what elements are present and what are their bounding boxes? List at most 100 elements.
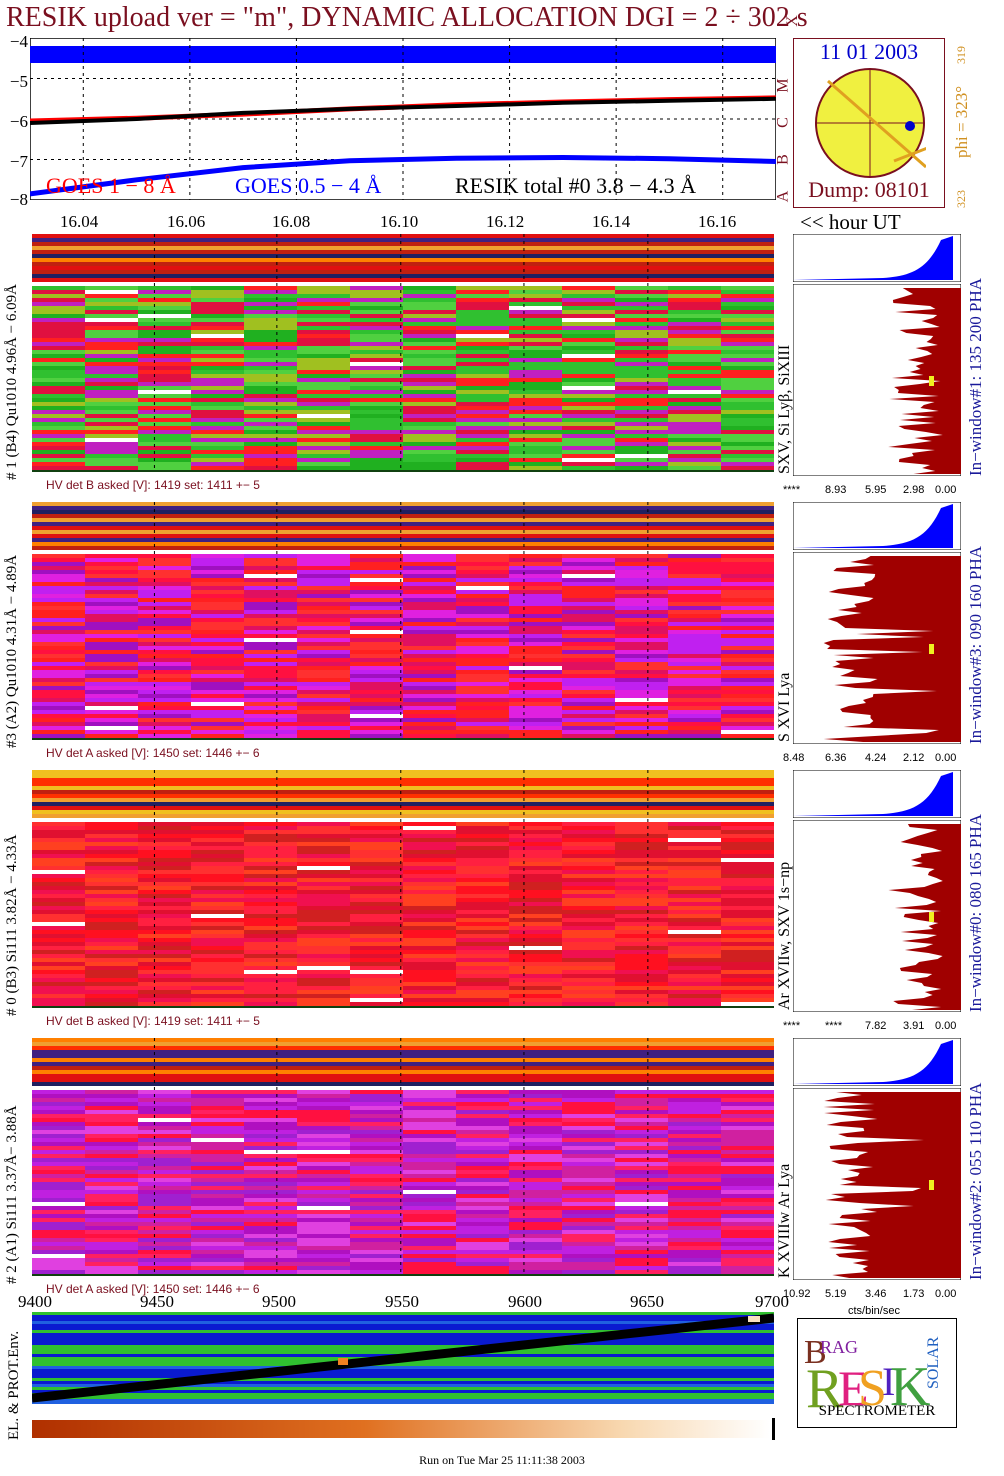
in-window-label: In−window#1: 135 200 PHA bbox=[966, 277, 985, 476]
scale-tick: 3.91 bbox=[903, 1020, 925, 1032]
svg-text:B: B bbox=[804, 1334, 827, 1371]
y-tick-label: −4 bbox=[9, 32, 28, 51]
scale-tick: 5.19 bbox=[825, 1288, 847, 1300]
scale-tick: 0.00 bbox=[935, 1288, 957, 1300]
in-window-label: In−window#0: 080 165 PHA bbox=[966, 813, 985, 1012]
scale-tick: 6.36 bbox=[825, 752, 847, 764]
line-profile bbox=[793, 552, 961, 744]
panel-crystal-label: #3 (A2) Qu1010 4.31Å − 4.89Å bbox=[4, 554, 20, 748]
count-tick: 9700 bbox=[755, 1292, 789, 1311]
count-tick: 9550 bbox=[385, 1292, 419, 1311]
panel-crystal-label: # 0 (B3) Si111 3.82Å − 4.33Å bbox=[4, 834, 20, 1016]
y-tick-label: −7 bbox=[9, 152, 28, 171]
color-scale-bar bbox=[32, 1418, 775, 1440]
sun-dump: Dump: 08101 bbox=[808, 177, 930, 202]
phi-bottom: 323 bbox=[954, 190, 968, 208]
svg-text:RAG: RAG bbox=[820, 1337, 858, 1357]
svg-text:E: E bbox=[838, 1360, 869, 1416]
goes-lightcurves bbox=[30, 38, 776, 200]
legend-resik-total: RESIK total #0 3.8 − 4.3 Å bbox=[455, 173, 696, 198]
svg-text:R: R bbox=[806, 1358, 844, 1420]
hour-ut-label: << hour UT bbox=[800, 210, 901, 234]
scale-tick: 5.95 bbox=[865, 484, 887, 496]
scale-tick: 0.00 bbox=[935, 484, 957, 496]
scale-tick: 0.00 bbox=[935, 752, 957, 764]
env-label: EL. & PROT.Env. bbox=[6, 1330, 22, 1440]
panel-crystal-label: # 1 (B4) Qu1010 4.96Å − 6.09Å bbox=[4, 284, 20, 480]
spectrum-panel: # 2 (A1) Si111 3.37Å− 3.88Å HV det A aske… bbox=[0, 1036, 1004, 1304]
page-title: RESIK upload ver = "m", DYNAMIC ALLOCATI… bbox=[6, 2, 808, 33]
time-tick: 16.04 bbox=[60, 212, 99, 231]
in-window-label: In−window#2: 055 110 PHA bbox=[966, 1082, 985, 1280]
goes-class-letters: X M C B A bbox=[774, 15, 802, 215]
time-tick: 16.14 bbox=[592, 212, 631, 231]
time-tick: 16.08 bbox=[272, 212, 311, 231]
panel-crystal-label: # 2 (A1) Si111 3.37Å− 3.88Å bbox=[4, 1105, 20, 1284]
run-footer: Run on Tue Mar 25 11:11:38 2003 bbox=[419, 1453, 585, 1467]
env-trend-line bbox=[32, 1313, 774, 1403]
time-tick: 16.10 bbox=[380, 212, 419, 231]
scale-tick: **** bbox=[783, 484, 801, 496]
legend-goes-1-8: GOES 1 − 8 Å bbox=[46, 173, 176, 198]
resik-logo: B RAG R E S I K SOLAR SPECTROMETER bbox=[797, 1318, 957, 1428]
scale-tick: **** bbox=[783, 1020, 801, 1032]
hv-status: HV det A asked [V]: 1450 set: 1446 +− 6 bbox=[46, 1282, 260, 1296]
count-tick: 9600 bbox=[508, 1292, 542, 1311]
spectral-lines-label: K XVIIIw Ar Lya bbox=[776, 1163, 793, 1278]
count-unit: cts/bin/sec bbox=[848, 1305, 900, 1317]
count-tick: 9500 bbox=[262, 1292, 296, 1311]
count-tick: 9400 bbox=[18, 1292, 52, 1311]
spectrum-heatmap bbox=[32, 1038, 774, 1276]
spectrum-heatmap bbox=[32, 770, 774, 1008]
scale-tick: 0.00 bbox=[935, 1020, 957, 1032]
hv-status: HV det B asked [V]: 1419 set: 1411 +− 5 bbox=[46, 1014, 260, 1028]
scale-tick: 2.98 bbox=[903, 484, 925, 496]
y-tick-label: −5 bbox=[9, 72, 28, 91]
scale-tick: 4.24 bbox=[865, 752, 887, 764]
svg-text:S: S bbox=[858, 1360, 887, 1417]
svg-text:SOLAR: SOLAR bbox=[925, 1336, 942, 1389]
logo-art: B RAG R E S I K SOLAR bbox=[804, 1334, 942, 1420]
svg-text:K: K bbox=[890, 1356, 930, 1418]
in-window-label: In−window#3: 090 160 PHA bbox=[966, 545, 985, 744]
spectrum-heatmap bbox=[32, 234, 774, 472]
sun-disk-icon bbox=[815, 68, 926, 178]
scale-tick: 2.12 bbox=[903, 752, 925, 764]
spectral-lines-label: Ar XVIIw, SXV 1s−np bbox=[776, 861, 793, 1010]
scale-tick: 1.73 bbox=[903, 1288, 925, 1300]
logo-name: SPECTROMETER bbox=[818, 1403, 936, 1419]
line-profile bbox=[793, 1088, 961, 1280]
sun-date: 11 01 2003 bbox=[819, 39, 919, 64]
spectrum-panel: # 1 (B4) Qu1010 4.96Å − 6.09Å HV det B as… bbox=[0, 232, 1004, 500]
sun-panel: 11 01 2003 Dump: 08101 bbox=[793, 38, 945, 208]
line-profile bbox=[793, 284, 961, 476]
goes-05-4-line bbox=[30, 154, 776, 197]
pha-histogram bbox=[793, 502, 961, 550]
svg-text:I: I bbox=[882, 1359, 895, 1404]
resik-total-line bbox=[30, 96, 776, 125]
y-tick-label: −6 bbox=[9, 112, 28, 131]
spectrum-panel: #3 (A2) Qu1010 4.31Å − 4.89Å HV det A ask… bbox=[0, 500, 1004, 768]
spectral-lines-label: SXV, Si Lyβ, SiXIII bbox=[776, 344, 793, 474]
time-tick: 16.06 bbox=[167, 212, 206, 231]
scale-tick: 8.48 bbox=[783, 752, 805, 764]
goes-plot: −4 −5 −6 −7 −8 GOES 1 − 8 Å GOES 0.5 − 4… bbox=[0, 15, 801, 210]
time-tick: 16.12 bbox=[486, 212, 525, 231]
spectrum-heatmap bbox=[32, 502, 774, 740]
scale-tick: 3.46 bbox=[865, 1288, 887, 1300]
count-tick: 9650 bbox=[630, 1292, 664, 1311]
env-plot bbox=[32, 1312, 774, 1404]
scale-tick: 10.92 bbox=[783, 1288, 811, 1300]
pha-histogram bbox=[793, 1038, 961, 1086]
hv-status: HV det A asked [V]: 1450 set: 1446 +− 6 bbox=[46, 746, 260, 760]
scale-tick: 8.93 bbox=[825, 484, 847, 496]
scale-tick: 7.82 bbox=[865, 1020, 887, 1032]
line-profile bbox=[793, 820, 961, 1012]
count-tick: 9450 bbox=[140, 1292, 174, 1311]
phi-top: 319 bbox=[954, 46, 968, 64]
spectrum-panel: # 0 (B3) Si111 3.82Å − 4.33Å HV det B ask… bbox=[0, 768, 1004, 1036]
spectral-lines-label: S XVI Lya bbox=[776, 672, 793, 742]
y-tick-label: −8 bbox=[9, 190, 28, 209]
phi-label: phi = 323° bbox=[952, 85, 971, 158]
legend-goes-05-4: GOES 0.5 − 4 Å bbox=[235, 173, 382, 198]
